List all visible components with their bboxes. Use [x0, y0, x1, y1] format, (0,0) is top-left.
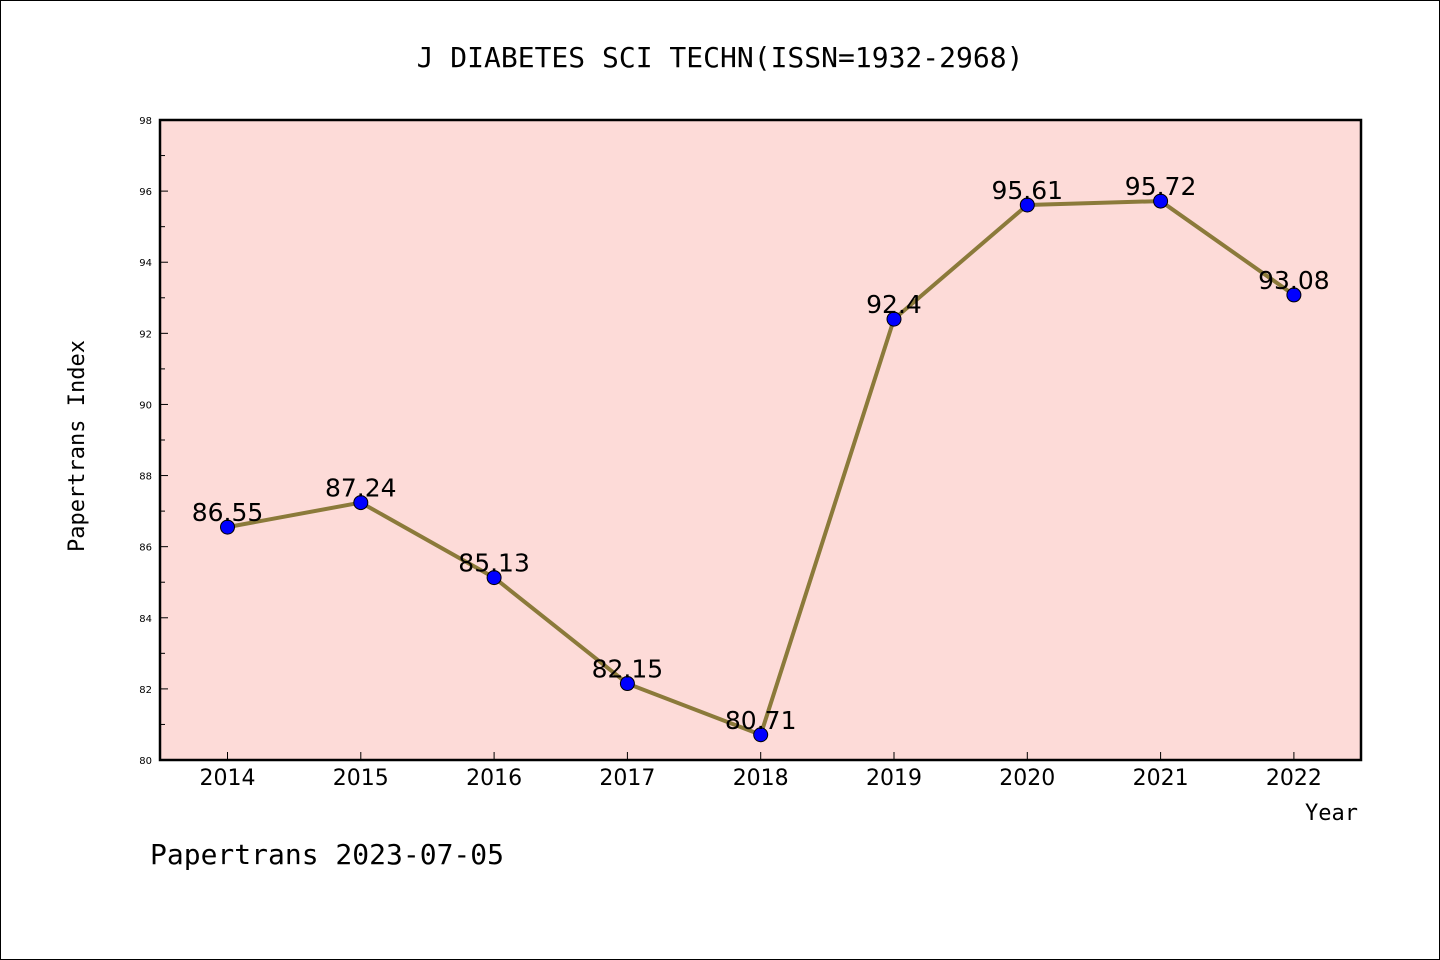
plot-area — [158, 118, 1363, 762]
data-label: 86.55 — [192, 498, 264, 527]
x-tick-label: 2021 — [1133, 766, 1189, 791]
data-point — [1286, 287, 1302, 303]
data-point — [220, 519, 235, 535]
y-tick-label: 82 — [139, 685, 152, 696]
x-tick-label: 2022 — [1266, 766, 1322, 791]
x-axis: 2014 2015 2016 2017 2018 2019 2020 2021 2022 — [200, 752, 1322, 791]
y-axis: 80 82 84 86 88 90 92 94 96 98 — [139, 116, 168, 767]
y-tick-label: 98 — [139, 116, 152, 127]
x-tick-label: 2018 — [733, 766, 789, 791]
data-point — [886, 311, 902, 327]
data-label: 82.15 — [592, 655, 664, 684]
x-axis-label: Year — [1305, 801, 1358, 826]
data-label: 95.61 — [992, 176, 1064, 205]
x-tick-label: 2014 — [200, 766, 256, 791]
data-point — [753, 727, 769, 743]
y-tick-label: 86 — [139, 543, 152, 554]
data-label: 93.08 — [1258, 266, 1330, 295]
y-tick-label: 92 — [139, 329, 152, 340]
y-tick-label: 84 — [139, 614, 152, 625]
y-tick-label: 94 — [139, 258, 152, 269]
y-tick-label: 80 — [139, 756, 152, 767]
data-point — [619, 676, 635, 692]
data-label: 80.71 — [725, 706, 797, 735]
y-tick-label: 88 — [139, 472, 152, 483]
y-tick-label: 90 — [139, 400, 152, 411]
data-label: 87.24 — [325, 474, 397, 503]
x-tick-label: 2017 — [599, 766, 655, 791]
data-label: 95.72 — [1125, 172, 1197, 201]
data-point — [1153, 193, 1169, 209]
chart-title: J DIABETES SCI TECHN(ISSN=1932-2968) — [417, 41, 1024, 74]
data-point — [1019, 197, 1035, 213]
x-tick-label: 2016 — [466, 766, 522, 791]
x-tick-label: 2015 — [333, 766, 389, 791]
footer-text: Papertrans 2023-07-05 — [150, 838, 504, 871]
data-label: 92.4 — [866, 290, 922, 319]
x-tick-label: 2020 — [999, 766, 1055, 791]
data-label: 85.13 — [458, 549, 530, 578]
series-line — [220, 193, 1302, 743]
data-point — [486, 570, 502, 586]
data-labels: 86.55 87.24 85.13 82.15 80.71 92.4 95.61 95.72 9… — [192, 172, 1330, 735]
y-axis-label: Papertrans Index — [65, 340, 90, 552]
data-point — [353, 495, 369, 511]
y-tick-label: 96 — [139, 187, 152, 198]
x-tick-label: 2019 — [866, 766, 922, 791]
